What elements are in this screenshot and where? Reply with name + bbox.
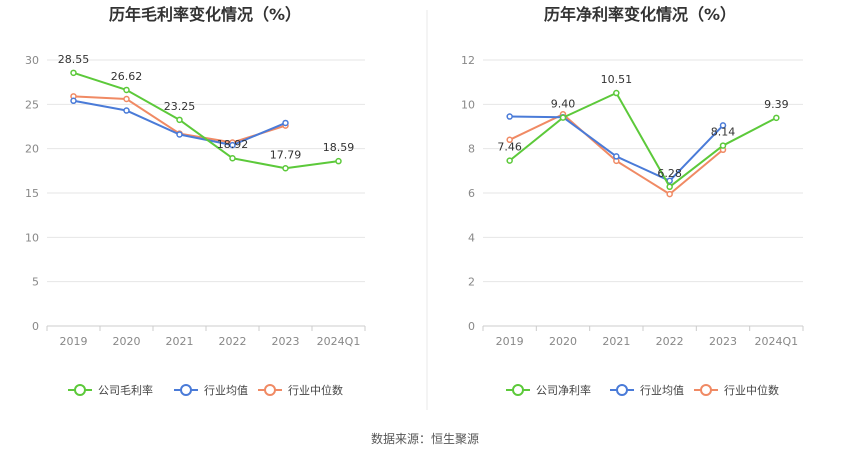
source-note: 数据来源：恒生聚源 <box>371 431 479 446</box>
legend-label: 行业均值 <box>640 384 684 397</box>
y-tick-label: 30 <box>25 54 39 67</box>
y-tick-label: 15 <box>25 187 39 200</box>
data-point-average <box>613 153 620 160</box>
chart-title: 历年净利率变化情况（%） <box>544 5 736 24</box>
legend-label: 公司毛利率 <box>98 383 153 397</box>
x-tick-label: 2021 <box>166 335 194 348</box>
legend-marker <box>180 384 192 396</box>
data-point-company <box>613 89 620 97</box>
data-point-average <box>123 107 130 114</box>
data-point-average <box>176 131 183 138</box>
x-tick-label: 2022 <box>656 335 684 348</box>
x-tick-label: 2019 <box>60 335 88 348</box>
data-point-median <box>123 95 130 103</box>
legend-item-median: 行业中位数 <box>258 383 343 397</box>
data-point-average <box>229 141 236 149</box>
legend-label: 公司净利率 <box>536 383 591 397</box>
data-label: 7.46 <box>497 141 522 154</box>
data-point-company <box>123 86 130 94</box>
x-tick-label: 2023 <box>709 335 737 348</box>
y-tick-label: 5 <box>32 276 39 289</box>
legend-marker <box>512 384 524 396</box>
data-point-median <box>506 136 513 144</box>
legend-marker <box>700 384 712 396</box>
legend-item-company: 公司净利率 <box>506 383 591 397</box>
y-tick-label: 25 <box>25 98 39 111</box>
y-tick-label: 2 <box>468 276 475 289</box>
data-point-median <box>666 190 673 198</box>
legend-label: 行业中位数 <box>288 383 343 397</box>
data-label: 9.40 <box>551 98 576 111</box>
y-tick-label: 8 <box>468 143 475 156</box>
data-point-company <box>229 154 236 162</box>
data-point-company <box>666 183 673 191</box>
chart-title: 历年毛利率变化情况（%） <box>109 5 301 24</box>
data-point-company <box>282 165 289 172</box>
x-tick-label: 2024Q1 <box>317 335 361 348</box>
data-point-company <box>559 114 567 121</box>
y-tick-label: 0 <box>32 320 39 333</box>
legend-marker <box>264 384 276 396</box>
legend-item-company: 公司毛利率 <box>68 383 153 397</box>
x-tick-label: 2022 <box>219 335 247 348</box>
data-label: 23.25 <box>164 100 196 113</box>
legend-label: 行业中位数 <box>724 383 779 397</box>
y-tick-label: 10 <box>461 98 475 111</box>
data-label: 10.51 <box>601 73 633 86</box>
y-tick-label: 10 <box>25 231 39 244</box>
y-tick-label: 4 <box>468 231 475 244</box>
data-label: 6.28 <box>657 167 682 180</box>
series-line-company <box>73 71 339 170</box>
legend-marker <box>616 384 628 396</box>
x-tick-label: 2021 <box>602 335 630 348</box>
y-tick-label: 20 <box>25 143 39 156</box>
legend-marker <box>74 384 86 396</box>
legend-item-average: 行业均值 <box>610 384 684 397</box>
y-tick-label: 12 <box>461 54 475 67</box>
data-label: 17.79 <box>270 148 302 161</box>
data-point-company <box>773 114 780 122</box>
x-tick-label: 2023 <box>272 335 300 348</box>
legend-item-average: 行业均值 <box>174 384 248 397</box>
x-tick-label: 2024Q1 <box>755 335 799 348</box>
data-label: 8.14 <box>711 126 736 139</box>
data-label: 18.59 <box>323 141 355 154</box>
data-point-average <box>506 113 513 120</box>
data-point-company <box>335 157 342 165</box>
data-point-company <box>176 116 183 124</box>
series-line-company <box>509 92 777 188</box>
data-point-average <box>719 122 727 129</box>
x-tick-label: 2019 <box>496 335 524 348</box>
legend-item-median: 行业中位数 <box>694 383 779 397</box>
data-label: 26.62 <box>111 70 143 83</box>
gross-margin-chart: 历年毛利率变化情况（%） 0 5 10 15 20 25 30 2019 2020 2021 2022… <box>25 5 366 397</box>
data-point-average <box>282 119 289 127</box>
x-tick-label: 2020 <box>113 335 141 348</box>
x-tick-label: 2020 <box>549 335 577 348</box>
data-point-average <box>70 97 77 105</box>
data-label: 18.92 <box>217 138 249 151</box>
legend-label: 行业均值 <box>204 384 248 397</box>
data-point-company <box>719 142 727 149</box>
data-point-company <box>70 69 77 77</box>
data-label: 28.55 <box>58 53 90 66</box>
data-point-company <box>506 157 513 164</box>
y-tick-label: 6 <box>468 187 475 200</box>
net-margin-chart: 历年净利率变化情况（%） 0 2 4 6 8 10 12 2019 2020 2021 2022 202… <box>461 5 804 397</box>
y-tick-label: 0 <box>468 320 475 333</box>
data-label: 9.39 <box>764 98 789 111</box>
